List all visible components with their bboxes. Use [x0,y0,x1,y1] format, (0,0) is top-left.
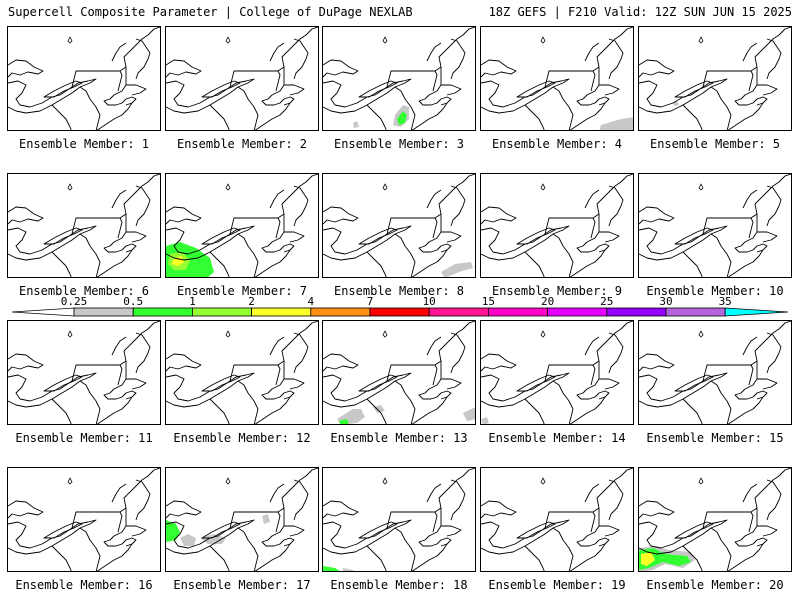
map-svg [481,468,633,571]
colorbar-under-arrow [11,307,75,317]
ensemble-member-label: Ensemble Member: 5 [649,137,781,151]
colorbar-tick-label: 2 [248,296,255,308]
ensemble-member-map [322,467,476,572]
ensemble-member-label: Ensemble Member: 7 [176,284,308,298]
colorbar-segment [487,307,548,317]
colorbar-segment [665,307,726,317]
ensemble-member-label: Ensemble Member: 4 [491,137,623,151]
ensemble-member-map [165,173,319,278]
colorbar-tick-label: 7 [367,296,374,308]
ensemble-member-label: Ensemble Member: 19 [488,578,626,592]
ensemble-member-label: Ensemble Member: 10 [646,284,784,298]
colorbar-segment [132,307,193,317]
ensemble-member-label: Ensemble Member: 17 [173,578,311,592]
colorbar-tick-label: 1 [189,296,196,308]
ensemble-member-map [165,320,319,425]
ensemble-member-map [165,467,319,572]
map-svg [639,174,791,277]
ensemble-member-map [638,467,792,572]
ensemble-member-label: Ensemble Member: 11 [15,431,153,445]
colorbar-segment [310,307,371,317]
ensemble-member-label: Ensemble Member: 1 [18,137,150,151]
ensemble-member-label: Ensemble Member: 15 [646,431,784,445]
ensemble-member-map [7,320,161,425]
map-svg [166,174,318,277]
ensemble-member-map [322,320,476,425]
ensemble-member-label: Ensemble Member: 13 [330,431,468,445]
ensemble-member-map [7,173,161,278]
ensemble-member-map [638,26,792,131]
colorbar-segment [547,307,608,317]
ensemble-member-label: Ensemble Member: 6 [18,284,150,298]
colorbar-tick-label: 0.5 [123,296,143,308]
colorbar-tick-label: 30 [659,296,672,308]
map-svg [639,468,791,571]
map-svg [481,27,633,130]
colorbar-tick-label: 25 [600,296,613,308]
colorbar-segment [73,307,134,317]
colorbar-segment [369,307,430,317]
map-svg [8,174,160,277]
ensemble-member-label: Ensemble Member: 9 [491,284,623,298]
map-svg [639,321,791,424]
ensemble-member-label: Ensemble Member: 8 [333,284,465,298]
ensemble-member-map [322,26,476,131]
colorbar-over-arrow [724,307,789,317]
map-svg [323,174,475,277]
colorbar-segment [251,307,312,317]
map-svg [323,27,475,130]
map-svg [166,27,318,130]
ensemble-member-map [638,320,792,425]
colorbar-tick-label: 15 [482,296,495,308]
map-svg [8,321,160,424]
colorbar-segment [428,307,489,317]
map-svg [323,468,475,571]
map-svg [166,321,318,424]
ensemble-member-map [322,173,476,278]
ensemble-member-label: Ensemble Member: 18 [330,578,468,592]
ensemble-member-map [480,320,634,425]
run-info: 18Z GEFS | F210 Valid: 12Z SUN JUN 15 20… [488,5,792,19]
ensemble-member-map [480,26,634,131]
colorbar-segment [191,307,252,317]
ensemble-member-map [165,26,319,131]
ensemble-member-label: Ensemble Member: 3 [333,137,465,151]
map-svg [8,27,160,130]
map-svg [323,321,475,424]
colorbar-tick-label: 0.25 [61,296,88,308]
ensemble-member-label: Ensemble Member: 16 [15,578,153,592]
map-svg [481,174,633,277]
ensemble-member-label: Ensemble Member: 20 [646,578,784,592]
colorbar-tick-label: 4 [307,296,314,308]
ensemble-member-label: Ensemble Member: 2 [176,137,308,151]
ensemble-member-map [638,173,792,278]
ensemble-member-map [480,173,634,278]
map-svg [166,468,318,571]
colorbar-tick-label: 20 [541,296,554,308]
ensemble-member-label: Ensemble Member: 14 [488,431,626,445]
colorbar-segment [606,307,667,317]
colorbar-tick-label: 10 [423,296,436,308]
map-svg [481,321,633,424]
ensemble-member-map [7,467,161,572]
page-title: Supercell Composite Parameter | College … [8,5,413,19]
color-scale-legend: 0.25 0.5 1 2 4 7 10 15 20 25 30 35 [11,296,789,317]
map-svg [639,27,791,130]
map-svg [8,468,160,571]
ensemble-member-label: Ensemble Member: 12 [173,431,311,445]
colorbar-tick-label: 35 [719,296,732,308]
ensemble-member-map [480,467,634,572]
ensemble-member-map [7,26,161,131]
